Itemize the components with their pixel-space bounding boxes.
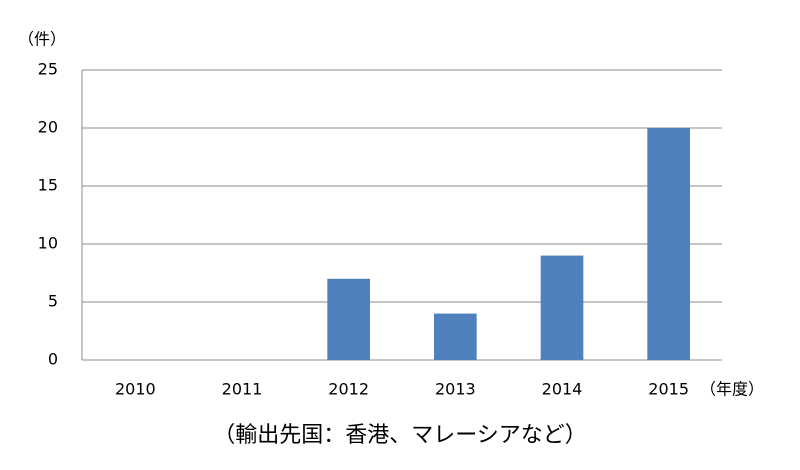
x-tick-label: 2011 xyxy=(222,380,263,399)
y-tick-label: 10 xyxy=(38,234,58,253)
x-axis-label: （年度） xyxy=(700,380,764,399)
x-tick-label: 2015 xyxy=(648,380,689,399)
x-tick-label: 2012 xyxy=(328,380,369,399)
caption: （輸出先国：香港、マレーシアなど） xyxy=(213,423,587,448)
y-tick-label: 20 xyxy=(38,118,58,137)
x-tick-label: 2013 xyxy=(435,380,476,399)
bar xyxy=(540,255,584,360)
bar xyxy=(434,313,477,360)
bar xyxy=(647,128,690,360)
y-tick-label: 25 xyxy=(38,60,58,79)
y-tick-label: 0 xyxy=(48,350,58,369)
y-axis-label: （件） xyxy=(18,30,66,49)
y-tick-label: 5 xyxy=(48,292,58,311)
x-tick-label: 2014 xyxy=(542,380,583,399)
y-tick-label: 15 xyxy=(38,176,58,195)
bar xyxy=(327,278,370,360)
x-tick-label: 2010 xyxy=(115,380,156,399)
